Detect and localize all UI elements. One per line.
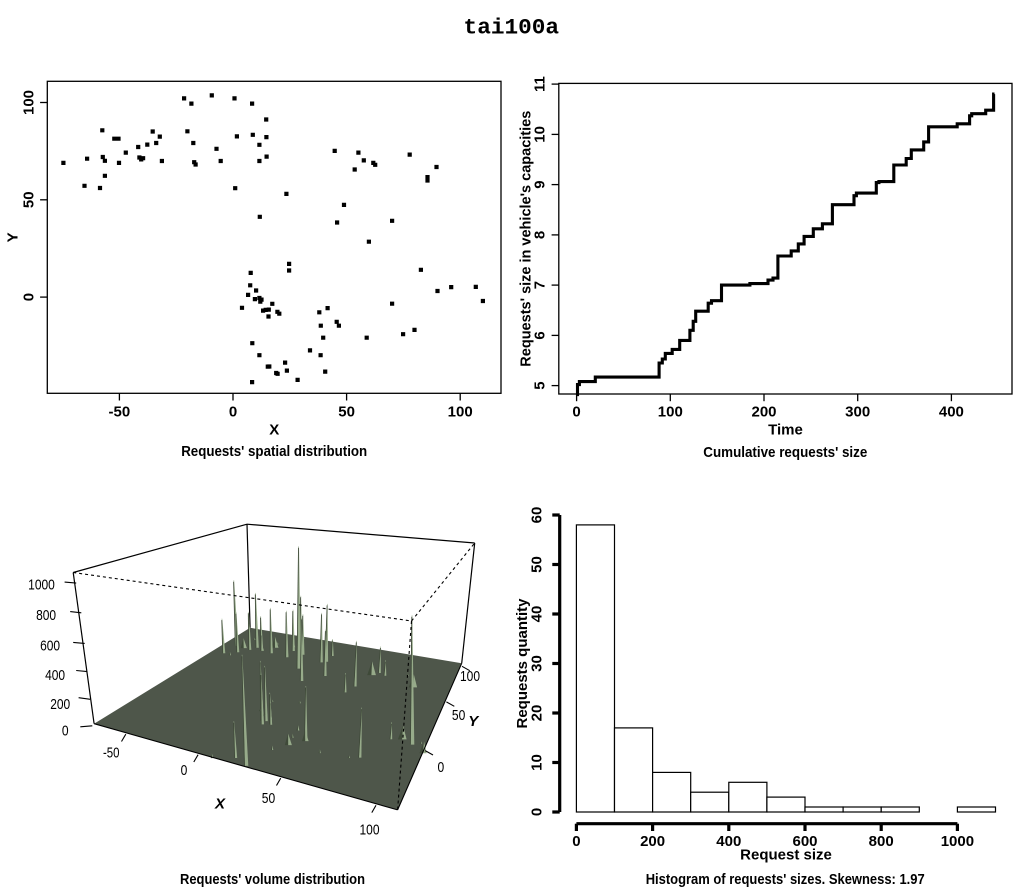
svg-text:400: 400	[45, 667, 65, 684]
svg-text:600: 600	[792, 833, 817, 850]
svg-text:-50: -50	[103, 744, 120, 761]
svg-text:60: 60	[529, 507, 546, 524]
svg-text:Requests quantity: Requests quantity	[514, 598, 531, 729]
svg-text:Y: Y	[468, 713, 480, 730]
svg-text:100: 100	[658, 404, 683, 421]
svg-text:10: 10	[529, 754, 546, 771]
svg-text:0: 0	[62, 722, 69, 739]
svg-text:9: 9	[532, 180, 549, 188]
svg-text:30: 30	[529, 655, 546, 672]
svg-text:40: 40	[529, 606, 546, 623]
svg-text:50: 50	[262, 790, 275, 807]
svg-text:0: 0	[572, 833, 580, 850]
svg-text:50: 50	[338, 404, 355, 421]
svg-text:0: 0	[438, 759, 445, 776]
svg-text:-50: -50	[109, 404, 131, 421]
svg-text:10: 10	[532, 126, 549, 143]
svg-text:200: 200	[751, 404, 776, 421]
svg-text:5: 5	[532, 381, 549, 389]
svg-text:300: 300	[845, 404, 870, 421]
svg-text:400: 400	[716, 833, 741, 850]
svg-text:100: 100	[360, 822, 380, 839]
svg-text:50: 50	[529, 556, 546, 573]
svg-text:100: 100	[448, 404, 473, 421]
svg-text:Request size: Request size	[740, 847, 832, 864]
svg-text:50: 50	[21, 191, 38, 208]
svg-text:600: 600	[40, 638, 60, 655]
svg-text:20: 20	[529, 705, 546, 722]
svg-text:0: 0	[529, 808, 546, 816]
svg-text:11: 11	[532, 76, 549, 92]
svg-text:0: 0	[572, 404, 580, 421]
svg-text:1000: 1000	[28, 576, 55, 593]
svg-text:800: 800	[869, 833, 894, 850]
svg-text:7: 7	[532, 281, 549, 289]
svg-text:8: 8	[532, 231, 549, 239]
svg-text:1000: 1000	[941, 833, 974, 850]
svg-text:100: 100	[21, 90, 38, 115]
svg-text:100: 100	[460, 668, 480, 685]
svg-text:0: 0	[229, 404, 237, 421]
svg-text:tai100a: tai100a	[464, 16, 560, 41]
svg-text:800: 800	[36, 607, 56, 624]
svg-text:200: 200	[640, 833, 665, 850]
svg-text:400: 400	[939, 404, 964, 421]
svg-text:6: 6	[532, 331, 549, 339]
svg-text:200: 200	[50, 696, 70, 713]
svg-text:Requests' size in vehicle's ca: Requests' size in vehicle's capacities	[518, 111, 535, 367]
svg-text:0: 0	[181, 762, 188, 779]
svg-text:Requests' volume distribution: Requests' volume distribution	[180, 871, 365, 888]
svg-text:50: 50	[452, 707, 465, 724]
svg-text:Histogram of requests' sizes.: Histogram of requests' sizes. Skewness: …	[646, 871, 925, 888]
svg-text:X: X	[214, 796, 226, 813]
svg-text:Cumulative requests' size: Cumulative requests' size	[703, 444, 867, 461]
svg-text:Time: Time	[768, 421, 803, 438]
svg-text:0: 0	[21, 293, 38, 301]
svg-text:Y: Y	[5, 232, 22, 242]
svg-text:X: X	[269, 421, 279, 438]
svg-text:Requests' spatial distribution: Requests' spatial distribution	[181, 443, 367, 460]
